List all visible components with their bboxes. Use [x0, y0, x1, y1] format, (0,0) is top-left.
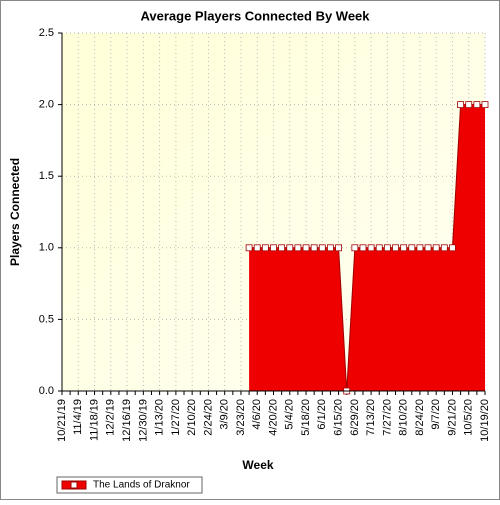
- point-marker: [424, 244, 432, 252]
- chart-title: Average Players Connected By Week: [140, 8, 370, 23]
- x-tick-label: 7/27/20: [381, 399, 393, 436]
- x-tick-label: 2/10/20: [186, 399, 198, 436]
- x-tick-label: 1/27/20: [170, 399, 182, 436]
- y-tick-label: 2.0: [39, 99, 54, 111]
- x-tick-label: 12/16/19: [121, 399, 133, 442]
- point-marker: [270, 244, 277, 252]
- x-tick-label: 6/15/20: [332, 399, 344, 436]
- x-tick-label: 8/24/20: [414, 399, 426, 436]
- point-marker: [245, 244, 253, 252]
- point-marker: [383, 244, 391, 252]
- point-marker: [457, 101, 464, 108]
- x-tick-label: 5/4/20: [284, 399, 296, 430]
- point-marker: [481, 101, 489, 108]
- x-tick-label: 12/30/19: [137, 399, 149, 442]
- legend-label: The Lands of Draknor: [93, 480, 190, 491]
- x-tick-label: 6/29/20: [349, 399, 361, 436]
- x-tick-label: 10/21/19: [56, 399, 68, 442]
- x-tick-label: 6/1/20: [316, 399, 328, 430]
- x-tick-label: 9/7/20: [430, 399, 442, 430]
- point-marker: [253, 244, 261, 252]
- point-marker: [465, 101, 473, 108]
- x-tick-label: 11/4/19: [72, 399, 84, 435]
- point-marker: [440, 244, 448, 252]
- point-marker: [335, 244, 342, 252]
- point-marker: [359, 244, 367, 252]
- x-tick-label: 2/24/20: [202, 399, 214, 436]
- area-fill: [249, 104, 485, 391]
- x-axis-label: Week: [242, 458, 273, 472]
- point-marker: [375, 244, 383, 252]
- point-marker: [473, 101, 481, 108]
- y-tick-label: 2.5: [39, 27, 54, 39]
- point-marker: [408, 244, 416, 252]
- point-marker: [294, 244, 302, 252]
- x-tick-label: 10/19/20: [479, 399, 491, 442]
- point-marker: [392, 244, 399, 252]
- x-tick-label: 9/21/20: [446, 399, 458, 436]
- x-tick-label: 8/10/20: [398, 399, 410, 436]
- point-marker: [310, 244, 318, 252]
- point-marker: [351, 244, 359, 252]
- point-marker: [318, 244, 326, 252]
- legend-marker: [70, 481, 78, 489]
- point-marker: [327, 244, 334, 252]
- point-marker: [278, 244, 286, 252]
- point-marker: [449, 244, 456, 252]
- point-marker: [367, 244, 375, 252]
- point-marker: [286, 244, 294, 252]
- y-tick-label: 1.5: [39, 170, 54, 182]
- x-tick-label: 3/9/20: [219, 399, 231, 430]
- x-tick-label: 4/20/20: [267, 399, 279, 436]
- x-tick-label: 11/18/19: [88, 399, 100, 441]
- y-tick-label: 0.5: [39, 313, 54, 325]
- x-tick-label: 7/13/20: [365, 399, 377, 436]
- legend-box: [56, 476, 203, 494]
- x-tick-label: 1/13/20: [154, 399, 166, 436]
- y-tick-label: 1.0: [39, 242, 54, 254]
- y-axis-label: Players Connected: [8, 158, 22, 266]
- point-marker: [432, 244, 440, 252]
- x-tick-label: 10/5/20: [463, 399, 475, 436]
- y-tick-label: 0.0: [39, 385, 54, 397]
- x-tick-label: 4/6/20: [251, 399, 263, 430]
- x-tick-label: 5/18/20: [300, 399, 312, 436]
- point-marker: [302, 244, 310, 252]
- point-marker: [400, 244, 408, 252]
- point-marker: [261, 244, 269, 252]
- x-tick-label: 12/2/19: [105, 399, 117, 436]
- x-tick-label: 3/23/20: [235, 399, 247, 436]
- point-marker: [416, 244, 424, 252]
